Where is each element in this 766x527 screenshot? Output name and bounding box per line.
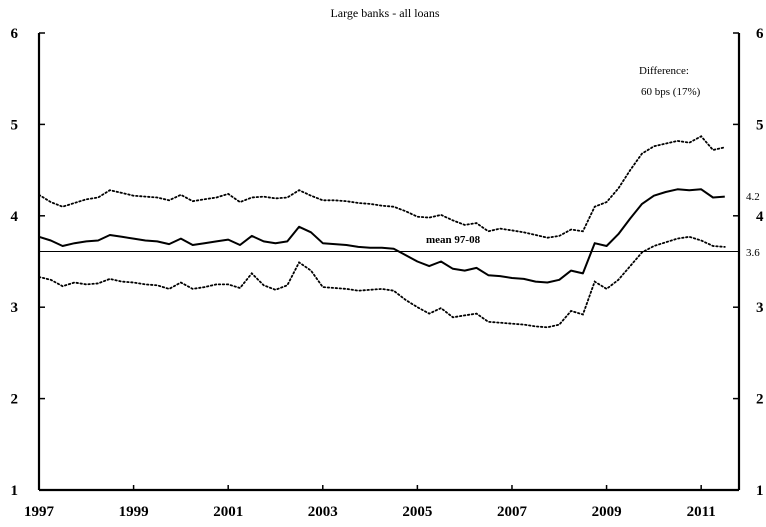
end-label-lower: 3.6	[746, 247, 760, 259]
x-tick-label: 1999	[119, 504, 149, 520]
y-tick-label-right: 5	[756, 117, 764, 133]
series-line-upper-band	[38, 135, 726, 239]
x-tick-label: 2001	[213, 504, 243, 520]
difference-annotation-line1: Difference:	[639, 65, 689, 77]
series-line-lower-band	[38, 235, 726, 329]
x-tick-label: 2003	[308, 504, 338, 520]
x-ticks: 1997 1999 2001 2003 2005 2007 2009 2011	[24, 485, 716, 520]
y-ticks-left: 1 2 3 4 5 6	[11, 26, 45, 499]
x-tick-label: 2011	[687, 504, 716, 520]
series-group	[38, 135, 726, 329]
end-label-upper: 4.2	[746, 191, 760, 203]
x-tick-label: 2005	[402, 504, 432, 520]
axes	[37, 33, 741, 492]
x-tick-label: 1997	[24, 504, 55, 520]
chart-title: Large banks - all loans	[330, 6, 439, 20]
y-tick-label-right: 3	[756, 300, 764, 316]
difference-annotation-line2: 60 bps (17%)	[641, 86, 701, 98]
y-ticks-right: 1 2 3 4 5 6	[733, 26, 764, 499]
y-tick-label-right: 2	[756, 392, 764, 408]
y-tick-label-left: 1	[11, 483, 19, 499]
y-tick-label-right: 6	[756, 26, 764, 42]
series-line-main	[38, 188, 725, 284]
y-tick-label-left: 6	[11, 26, 19, 42]
y-tick-label-left: 5	[11, 117, 19, 133]
x-tick-label: 2007	[497, 504, 528, 520]
x-tick-label: 2009	[592, 504, 622, 520]
y-tick-label-left: 4	[11, 209, 19, 225]
y-tick-label-right: 4	[756, 209, 764, 225]
y-tick-label-left: 3	[11, 300, 19, 316]
mean-reference-label: mean 97-08	[426, 234, 481, 246]
y-tick-label-right: 1	[756, 483, 764, 499]
y-tick-label-left: 2	[11, 392, 19, 408]
